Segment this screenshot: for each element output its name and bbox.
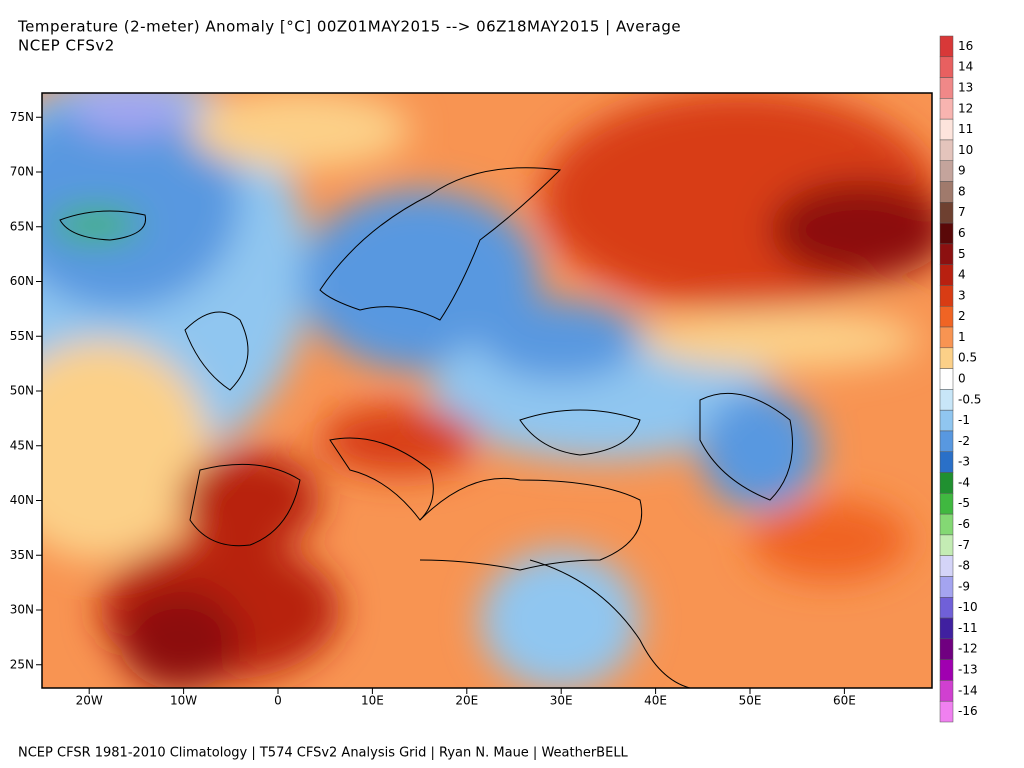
legend-swatch — [939, 409, 954, 432]
legend-swatch — [939, 680, 954, 702]
legend-label: 0.5 — [958, 351, 977, 365]
legend-label: -4 — [958, 475, 970, 489]
legend-swatch — [939, 98, 954, 120]
coastlines — [59, 167, 793, 688]
legend-swatch — [939, 181, 954, 203]
legend-swatch — [939, 472, 954, 494]
lon-label: 20W — [76, 694, 103, 708]
lon-label: 30E — [550, 694, 573, 708]
title: Temperature (2-meter) Anomaly [°C] 00Z01… — [17, 18, 681, 36]
legend-label: -0.5 — [958, 392, 981, 406]
legend-swatch — [939, 368, 954, 390]
legend-label: 14 — [958, 60, 973, 74]
legend-swatch — [939, 555, 954, 577]
legend-label: -7 — [958, 538, 970, 552]
legend-label: 1 — [958, 330, 966, 344]
legend-label: -3 — [958, 455, 970, 469]
legend-label: -13 — [958, 663, 978, 677]
anomaly-field — [42, 93, 932, 688]
legend-label: 13 — [958, 80, 973, 94]
legend-label: -8 — [958, 559, 970, 573]
legend-swatch — [939, 35, 954, 58]
lat-label: 65N — [10, 219, 34, 233]
legend-swatch — [939, 222, 954, 245]
lon-label: 60E — [833, 694, 856, 708]
lon-label: 40E — [644, 694, 667, 708]
footer: NCEP CFSR 1981-2010 Climatology | T574 C… — [18, 746, 629, 761]
legend-swatch — [939, 160, 954, 182]
legend-label: -2 — [958, 434, 970, 448]
legend-swatch — [939, 264, 954, 286]
legend-label: -11 — [958, 621, 978, 635]
lon-label: 10W — [170, 694, 197, 708]
legend-swatch — [939, 326, 954, 349]
lon-label: 0 — [274, 694, 282, 708]
lat-label: 25N — [10, 657, 34, 671]
lat-label: 30N — [10, 603, 34, 617]
legend-swatch — [939, 139, 954, 161]
legend-label: 6 — [958, 226, 966, 240]
legend-label: 7 — [958, 205, 966, 219]
subtitle: NCEP CFSv2 — [18, 37, 115, 55]
legend-label: 2 — [958, 309, 966, 323]
lon-label: 50E — [739, 694, 762, 708]
legend-swatch — [939, 56, 954, 78]
legend-swatch — [939, 534, 954, 556]
legend-label: 10 — [958, 143, 973, 157]
legend-label: 9 — [958, 164, 966, 178]
lat-label: 50N — [10, 384, 34, 398]
legend-swatch — [939, 659, 954, 681]
legend-swatch — [939, 430, 954, 453]
lat-label: 60N — [10, 274, 34, 288]
legend-label: 12 — [958, 101, 973, 115]
lon-label: 20E — [455, 694, 478, 708]
legend-swatch — [939, 118, 954, 141]
legend-label: 0 — [958, 372, 966, 386]
legend-swatch — [939, 243, 954, 265]
legend-label: 11 — [958, 122, 973, 136]
legend-swatch — [939, 597, 954, 619]
lat-label: 45N — [10, 438, 34, 452]
legend-label: 3 — [958, 288, 966, 302]
legend-label: -12 — [958, 642, 978, 656]
legend-swatch — [939, 389, 954, 411]
legend-swatch — [939, 202, 954, 224]
legend-swatch — [939, 638, 954, 660]
legend-label: -1 — [958, 413, 970, 427]
lon-label: 10E — [361, 694, 384, 708]
legend-swatch — [939, 617, 954, 640]
legend-label: -5 — [958, 496, 970, 510]
legend-label: 16 — [958, 39, 973, 53]
legend-swatch — [939, 493, 954, 515]
legend-swatch — [939, 700, 954, 723]
lat-label: 40N — [10, 493, 34, 507]
lat-label: 55N — [10, 329, 34, 343]
legend-label: 4 — [958, 268, 966, 282]
legend-swatch — [939, 576, 954, 598]
legend-label: -16 — [958, 704, 978, 718]
legend-swatch — [939, 451, 954, 473]
lat-label: 75N — [10, 110, 34, 124]
legend-label: -9 — [958, 579, 970, 593]
legend-label: -10 — [958, 600, 978, 614]
lat-label: 70N — [10, 165, 34, 179]
legend-swatch — [939, 285, 954, 307]
legend-label: 5 — [958, 247, 966, 261]
legend-swatch — [939, 305, 954, 328]
legend-swatch — [939, 77, 954, 99]
legend-swatch — [939, 513, 954, 536]
legend-label: -6 — [958, 517, 970, 531]
legend-swatch — [939, 347, 954, 369]
lat-label: 35N — [10, 548, 34, 562]
legend-label: -14 — [958, 683, 978, 697]
legend-label: 8 — [958, 184, 966, 198]
